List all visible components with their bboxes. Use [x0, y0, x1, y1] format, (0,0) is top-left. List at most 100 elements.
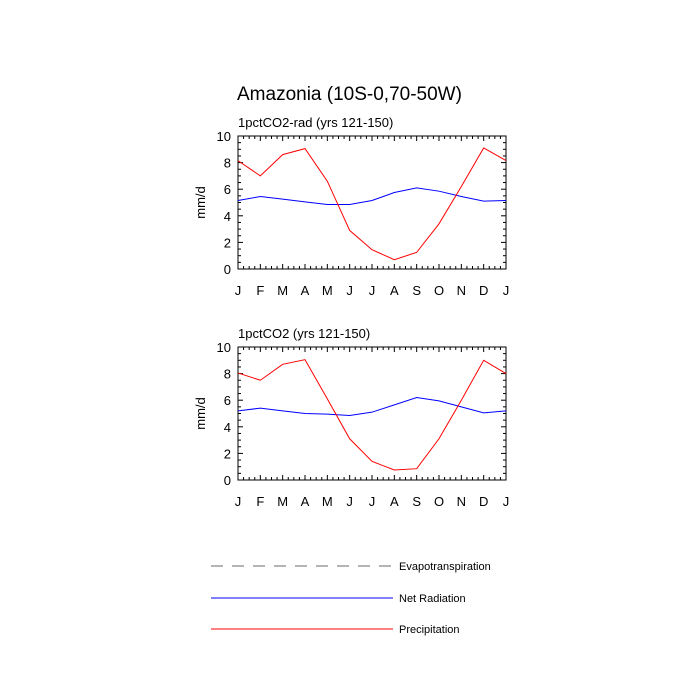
data-point-precipitation — [371, 249, 373, 251]
data-point-net-radiation — [348, 414, 350, 416]
panel-subtitle: 1pctCO2 (yrs 121-150) — [238, 326, 370, 341]
data-point-precipitation — [237, 372, 239, 374]
x-tick-label: S — [412, 283, 421, 298]
x-tick-label: J — [235, 283, 242, 298]
y-tick-label: 0 — [224, 473, 231, 488]
data-point-net-radiation — [237, 410, 239, 412]
data-point-precipitation — [259, 175, 261, 177]
data-point-net-radiation — [505, 410, 507, 412]
x-tick-label: O — [434, 494, 444, 509]
series-line-precipitation — [237, 147, 507, 261]
x-tick-label: M — [277, 283, 288, 298]
data-point-net-radiation — [482, 412, 484, 414]
x-tick-label: S — [412, 494, 421, 509]
y-tick-label: 2 — [224, 235, 231, 250]
x-tick-label: N — [457, 283, 466, 298]
y-tick-label: 4 — [224, 209, 231, 224]
data-point-precipitation — [415, 467, 417, 469]
data-point-net-radiation — [304, 201, 306, 203]
x-tick-label: N — [457, 494, 466, 509]
y-tick-label: 10 — [217, 340, 231, 355]
x-tick-label: A — [301, 283, 310, 298]
y-tick-label: 6 — [224, 182, 231, 197]
data-point-net-radiation — [415, 396, 417, 398]
data-point-precipitation — [438, 223, 440, 225]
data-point-precipitation — [348, 438, 350, 440]
x-tick-label: A — [390, 283, 399, 298]
data-point-precipitation — [393, 469, 395, 471]
x-tick-label: A — [301, 494, 310, 509]
x-tick-label: J — [369, 283, 376, 298]
data-point-net-radiation — [281, 198, 283, 200]
legend-label-evapotranspiration: Evapotranspiration — [399, 561, 491, 573]
y-tick-label: 8 — [224, 156, 231, 171]
series-line-precipitation — [237, 359, 507, 471]
x-tick-label: J — [235, 494, 242, 509]
y-axis-label: mm/d — [193, 186, 208, 219]
data-point-precipitation — [393, 258, 395, 260]
data-point-precipitation — [304, 358, 306, 360]
x-tick-label: A — [390, 494, 399, 509]
data-point-precipitation — [371, 460, 373, 462]
series-line-net-radiation — [237, 187, 507, 205]
data-point-net-radiation — [371, 199, 373, 201]
data-point-precipitation — [281, 363, 283, 365]
data-point-net-radiation — [393, 191, 395, 193]
y-tick-label: 8 — [224, 367, 231, 382]
x-tick-label: J — [346, 494, 353, 509]
chart-legend: Evapotranspiration Net Radiation Precipita… — [211, 561, 491, 636]
y-tick-label: 6 — [224, 393, 231, 408]
data-point-net-radiation — [348, 203, 350, 205]
data-point-net-radiation — [505, 199, 507, 201]
data-point-net-radiation — [482, 200, 484, 202]
data-point-precipitation — [505, 159, 507, 161]
data-point-precipitation — [237, 159, 239, 161]
x-tick-label: O — [434, 283, 444, 298]
data-point-precipitation — [348, 229, 350, 231]
y-tick-label: 4 — [224, 420, 231, 435]
data-point-precipitation — [326, 180, 328, 182]
data-point-precipitation — [482, 359, 484, 361]
data-point-precipitation — [304, 147, 306, 149]
data-point-net-radiation — [259, 195, 261, 197]
y-tick-label: 2 — [224, 446, 231, 461]
data-point-net-radiation — [237, 199, 239, 201]
data-point-precipitation — [259, 379, 261, 381]
data-point-precipitation — [482, 147, 484, 149]
data-point-net-radiation — [460, 195, 462, 197]
data-point-net-radiation — [281, 410, 283, 412]
y-axis-label: mm/d — [193, 397, 208, 430]
data-point-net-radiation — [371, 411, 373, 413]
data-point-precipitation — [326, 398, 328, 400]
data-point-precipitation — [460, 399, 462, 401]
data-point-net-radiation — [438, 190, 440, 192]
chart-title: Amazonia (10S-0,70-50W) — [237, 84, 462, 105]
data-point-net-radiation — [304, 412, 306, 414]
data-point-precipitation — [415, 251, 417, 253]
data-point-net-radiation — [259, 407, 261, 409]
legend-label-precipitation: Precipitation — [399, 624, 460, 636]
x-tick-label: F — [256, 494, 264, 509]
x-tick-label: D — [479, 494, 488, 509]
x-tick-label: J — [369, 494, 376, 509]
y-tick-label: 0 — [224, 262, 231, 277]
data-point-precipitation — [281, 153, 283, 155]
data-point-net-radiation — [393, 404, 395, 406]
x-tick-label: J — [503, 283, 510, 298]
data-point-net-radiation — [326, 413, 328, 415]
series-line-net-radiation — [237, 397, 507, 417]
data-point-net-radiation — [415, 187, 417, 189]
data-point-precipitation — [505, 372, 507, 374]
x-tick-label: M — [322, 494, 333, 509]
x-tick-label: D — [479, 283, 488, 298]
x-tick-label: M — [322, 283, 333, 298]
data-point-net-radiation — [460, 406, 462, 408]
data-point-precipitation — [460, 185, 462, 187]
x-tick-label: F — [256, 283, 264, 298]
data-point-net-radiation — [438, 400, 440, 402]
x-tick-label: J — [346, 283, 353, 298]
x-tick-label: J — [503, 494, 510, 509]
